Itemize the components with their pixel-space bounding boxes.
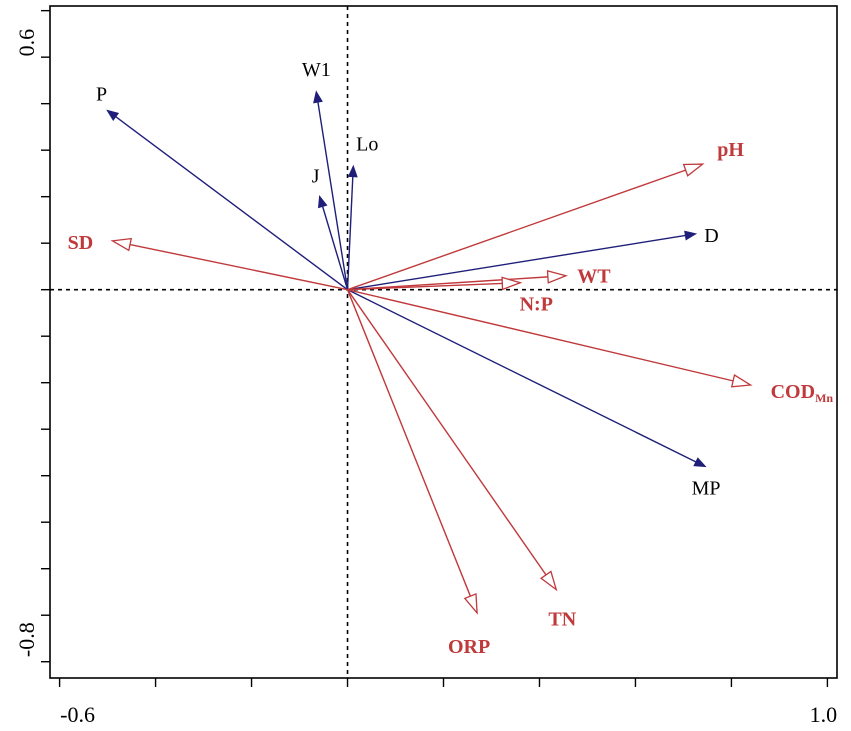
species-label-d: D — [704, 225, 718, 247]
species-arrow-head — [106, 109, 120, 121]
env-arrow-shaft — [129, 243, 348, 291]
x-tick-label-max: 1.0 — [810, 702, 838, 727]
y-tick-label-min: -0.8 — [14, 622, 39, 657]
env-label-text: WT — [577, 266, 611, 288]
species-arrow-shaft — [347, 289, 697, 463]
species-label-j: J — [312, 166, 320, 188]
species-arrow-head — [684, 230, 698, 241]
species-arrow-shaft — [347, 234, 686, 291]
species-arrow-shaft — [317, 101, 349, 290]
plot-frame — [49, 5, 838, 679]
species-arrow-shaft — [115, 116, 348, 291]
env-arrow-wt — [347, 270, 568, 291]
species-arrow-mp — [347, 289, 707, 468]
species-arrow-shaft — [346, 176, 354, 290]
species-arrow-head — [317, 194, 328, 209]
species-arrow-shaft — [321, 206, 349, 290]
env-arrow-shaft — [347, 282, 503, 291]
species-arrow-j — [317, 194, 349, 290]
species-arrow-d — [347, 230, 698, 291]
env-arrow-tn — [346, 289, 558, 592]
env-arrow-shaft — [346, 289, 547, 576]
env-arrow-shaft — [347, 289, 734, 382]
x-tick-label-min: -0.6 — [60, 702, 95, 727]
env-arrow-head — [501, 276, 523, 291]
env-label-text: SD — [68, 232, 94, 254]
env-arrow-head — [110, 237, 133, 252]
species-label-mp: MP — [692, 477, 721, 499]
species-label-p: P — [96, 84, 107, 106]
env-arrow-sd — [110, 237, 348, 291]
env-arrow-shaft — [347, 169, 686, 291]
env-arrow-head — [463, 593, 478, 615]
species-label-lo: Lo — [356, 133, 378, 155]
env-label-orp: ORP — [448, 636, 490, 658]
species-arrow-head — [347, 164, 358, 178]
env-arrow-head — [539, 570, 558, 592]
env-arrow-head — [546, 270, 568, 284]
env-arrow-np — [347, 276, 523, 291]
env-label-sd: SD — [68, 232, 94, 254]
env-arrow-ph — [347, 163, 705, 291]
env-label-text: N:P — [520, 294, 553, 316]
env-label-subscript: Mn — [815, 391, 833, 405]
env-arrow-head — [682, 163, 705, 177]
env-label-wt: WT — [577, 266, 611, 288]
env-label-text: pH — [717, 139, 744, 161]
env-arrow-cod — [347, 289, 753, 388]
species-arrow-p — [106, 109, 348, 291]
env-label-tn: TN — [548, 609, 576, 631]
y-tick-label-max: 0.6 — [14, 29, 39, 57]
env-label-cod: CODMn — [771, 381, 834, 405]
env-arrow-orp — [346, 289, 478, 615]
env-label-ph: pH — [717, 139, 744, 161]
env-label-np: N:P — [520, 294, 553, 316]
species-arrow-head — [693, 457, 707, 468]
species-arrow-w1 — [313, 90, 349, 290]
env-label-text: COD — [771, 381, 815, 403]
env-label-text: ORP — [448, 636, 490, 658]
env-label-text: TN — [548, 609, 576, 631]
species-arrow-lo — [346, 164, 358, 290]
env-arrow-head — [730, 374, 753, 388]
species-arrow-head — [313, 90, 323, 104]
species-label-w1: W1 — [302, 59, 331, 81]
env-arrow-shaft — [346, 289, 472, 597]
env-arrow-shaft — [347, 276, 548, 291]
